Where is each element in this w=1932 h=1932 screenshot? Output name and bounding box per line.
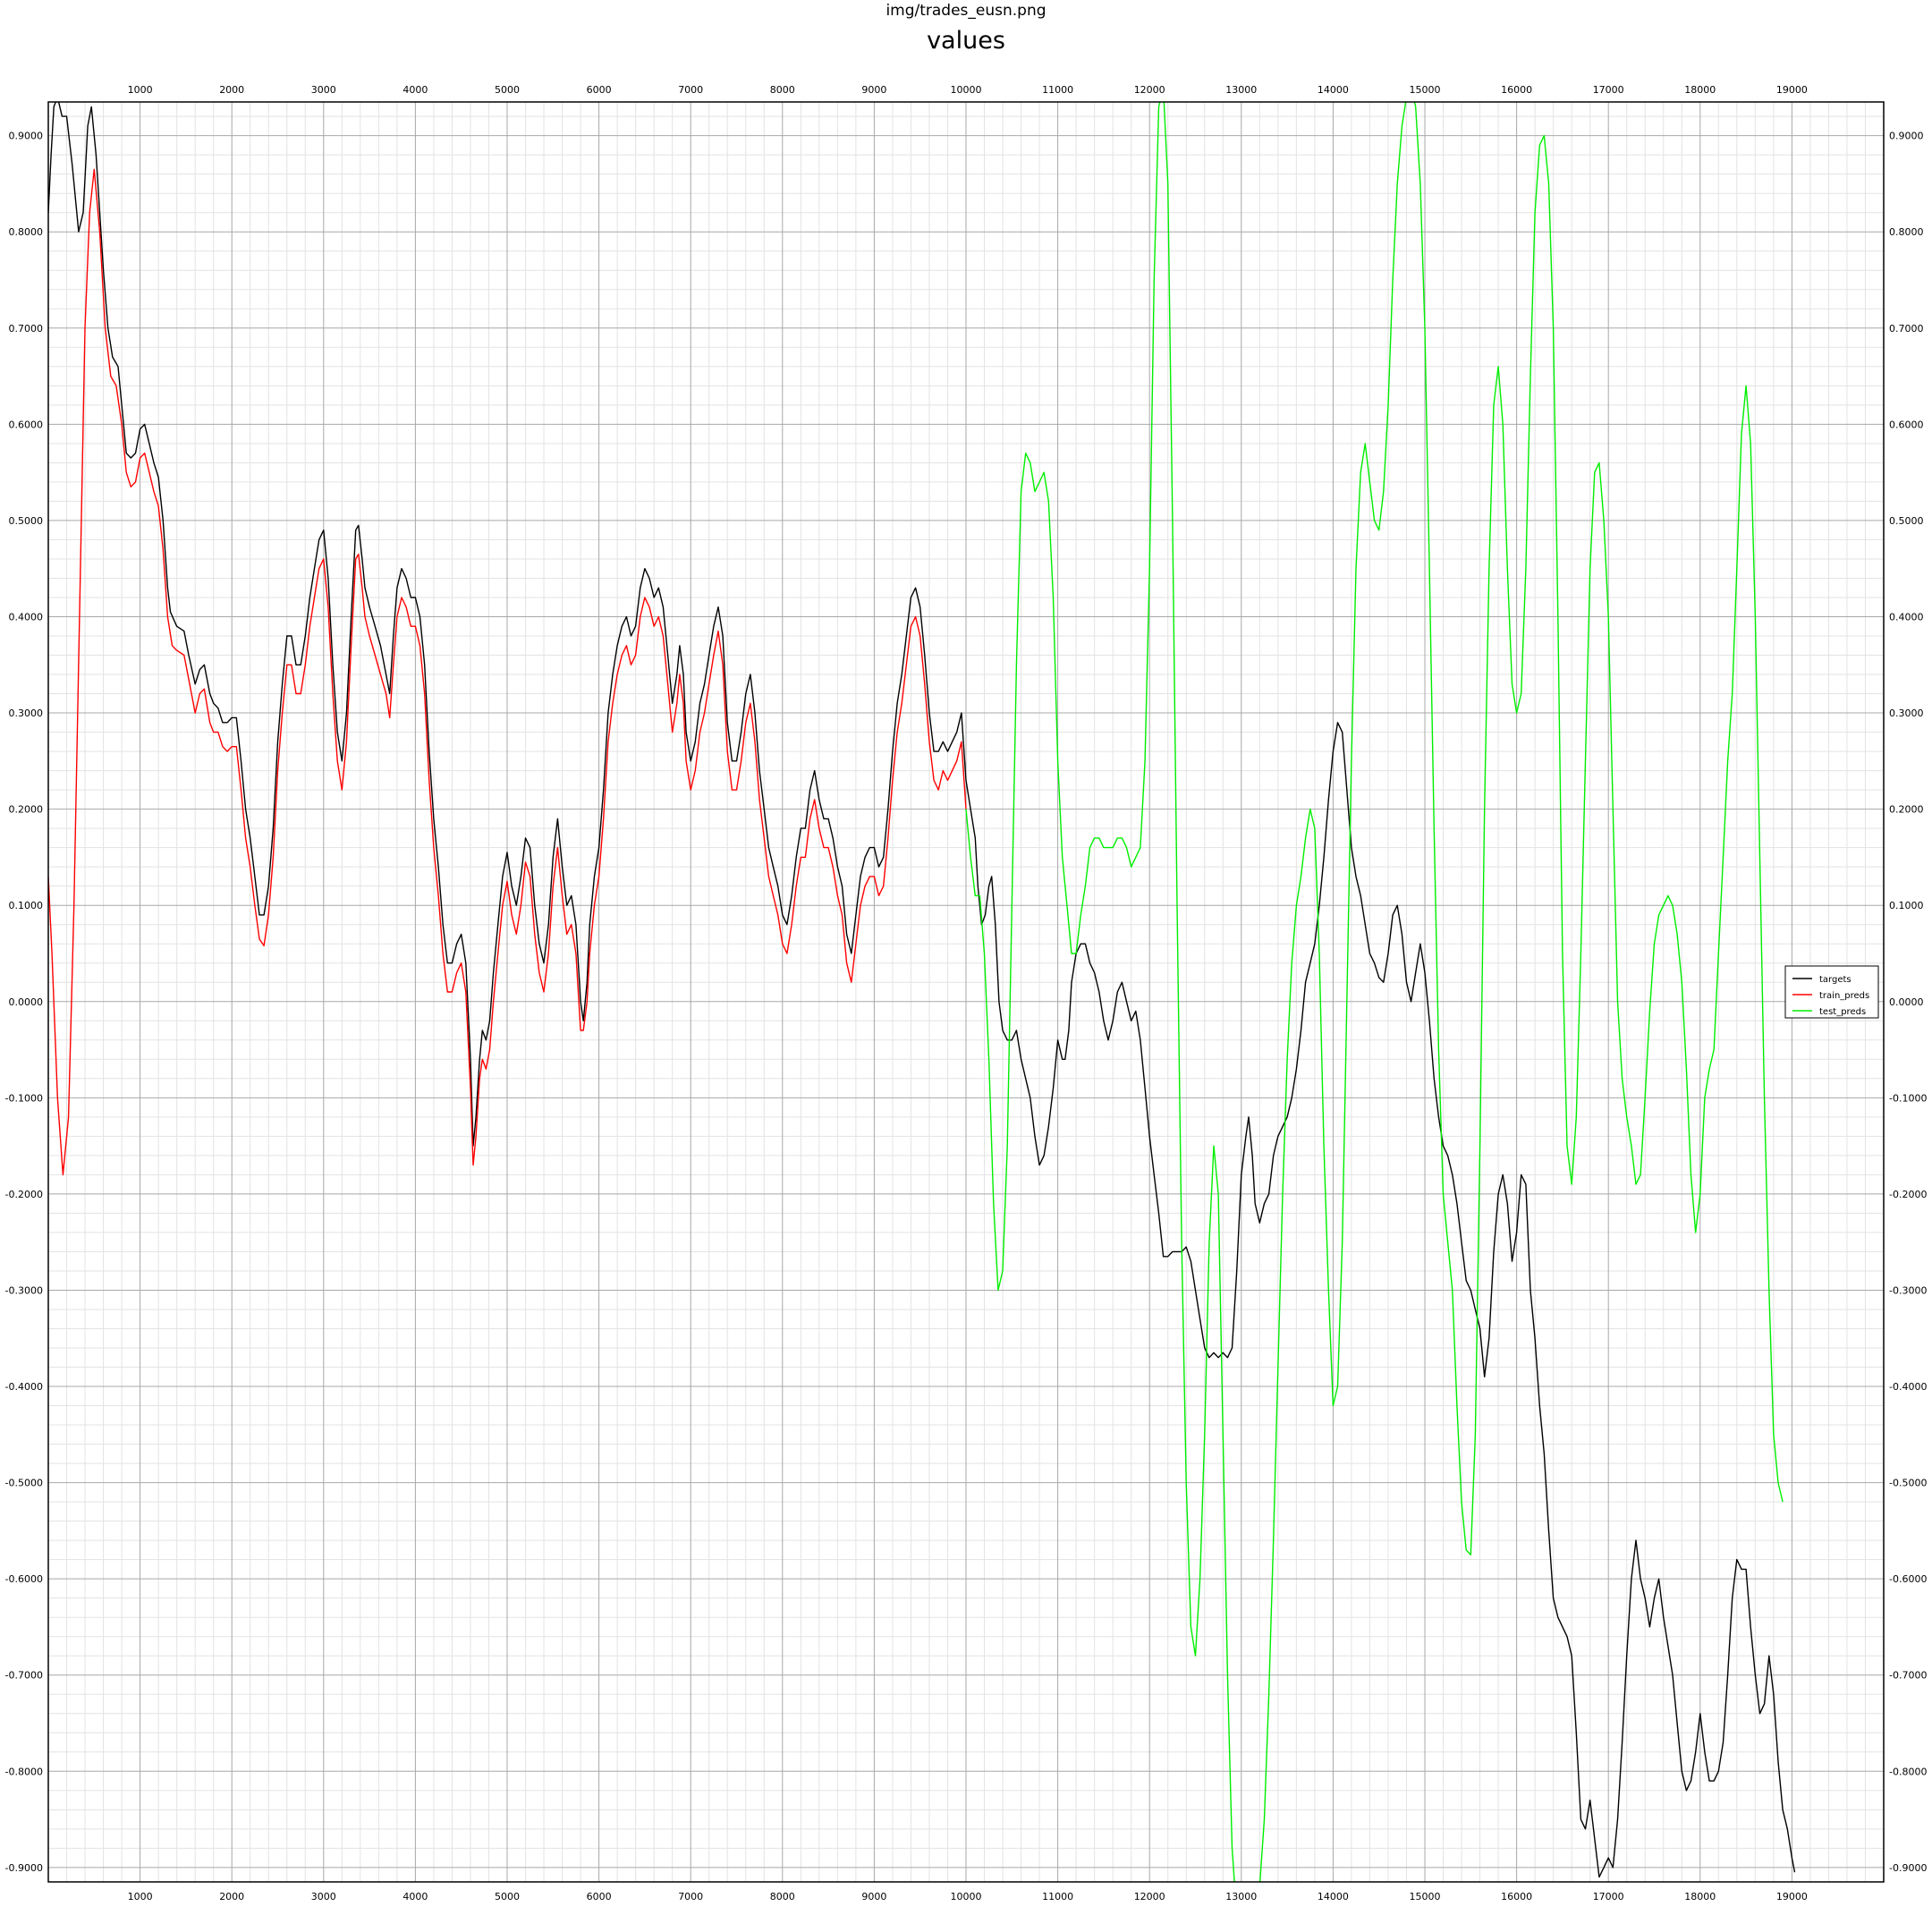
y-tick-label-left: -0.9000 <box>5 1862 43 1874</box>
x-tick-label-bottom: 12000 <box>1134 1891 1165 1902</box>
x-tick-label-top: 9000 <box>861 84 886 96</box>
x-tick-label-top: 5000 <box>495 84 520 96</box>
y-tick-label-right: 0.0000 <box>1889 996 1924 1008</box>
x-tick-label-bottom: 1000 <box>128 1891 153 1902</box>
y-tick-label-left: -0.3000 <box>5 1284 43 1296</box>
x-tick-label-top: 13000 <box>1225 84 1257 96</box>
y-tick-label-right: -0.9000 <box>1889 1862 1927 1874</box>
y-tick-label-right: 0.7000 <box>1889 323 1924 335</box>
x-tick-label-top: 17000 <box>1593 84 1624 96</box>
x-tick-label-top: 3000 <box>311 84 336 96</box>
x-tick-label-bottom: 14000 <box>1318 1891 1349 1902</box>
x-tick-label-bottom: 16000 <box>1501 1891 1532 1902</box>
y-tick-label-right: 0.8000 <box>1889 226 1924 238</box>
y-tick-label-right: 0.3000 <box>1889 708 1924 719</box>
x-tick-label-top: 15000 <box>1410 84 1441 96</box>
x-tick-label-bottom: 11000 <box>1042 1891 1073 1902</box>
y-tick-label-left: -0.2000 <box>5 1189 43 1200</box>
y-tick-label-right: 0.6000 <box>1889 419 1924 430</box>
x-tick-label-top: 14000 <box>1318 84 1349 96</box>
y-tick-label-left: 0.2000 <box>9 804 44 816</box>
y-tick-label-right: 0.1000 <box>1889 900 1924 911</box>
y-tick-label-left: -0.6000 <box>5 1573 43 1585</box>
x-tick-label-top: 10000 <box>951 84 982 96</box>
x-tick-label-bottom: 19000 <box>1776 1891 1808 1902</box>
x-tick-label-bottom: 9000 <box>861 1891 886 1902</box>
legend: targets train_preds test_preds <box>1784 965 1879 1019</box>
x-tick-label-bottom: 5000 <box>495 1891 520 1902</box>
y-tick-label-right: 0.4000 <box>1889 611 1924 623</box>
file-title: img/trades_eusn.png <box>886 2 1046 20</box>
x-tick-label-bottom: 13000 <box>1225 1891 1257 1902</box>
series-line-test_preds <box>965 102 1784 1882</box>
y-tick-label-right: -0.8000 <box>1889 1766 1927 1777</box>
legend-label-train_preds: train_preds <box>1819 991 1869 1001</box>
x-tick-label-top: 1000 <box>128 84 153 96</box>
y-tick-label-right: -0.1000 <box>1889 1092 1927 1104</box>
y-tick-label-left: 0.6000 <box>9 419 44 430</box>
x-tick-label-top: 4000 <box>402 84 428 96</box>
y-tick-label-right: 0.9000 <box>1889 131 1924 142</box>
x-tick-label-bottom: 6000 <box>587 1891 612 1902</box>
x-tick-label-top: 11000 <box>1042 84 1073 96</box>
x-tick-label-top: 6000 <box>587 84 612 96</box>
y-tick-label-left: 0.1000 <box>9 900 44 911</box>
y-tick-label-right: -0.3000 <box>1889 1284 1927 1296</box>
y-tick-label-right: 0.2000 <box>1889 804 1924 816</box>
x-tick-label-top: 19000 <box>1776 84 1808 96</box>
y-tick-label-left: 0.8000 <box>9 226 44 238</box>
chart-title: values <box>927 27 1005 55</box>
x-tick-label-bottom: 3000 <box>311 1891 336 1902</box>
legend-box <box>1784 965 1879 1019</box>
x-tick-label-bottom: 8000 <box>770 1891 795 1902</box>
y-tick-label-left: 0.9000 <box>9 131 44 142</box>
y-tick-label-left: 0.7000 <box>9 323 44 335</box>
x-tick-label-top: 16000 <box>1501 84 1532 96</box>
y-tick-label-left: -0.4000 <box>5 1381 43 1393</box>
y-tick-label-left: -0.1000 <box>5 1092 43 1104</box>
legend-label-targets: targets <box>1819 975 1852 985</box>
axes: 1000 1000 2000 2000 3000 3000 4000 4000 5000 5000… <box>5 84 1928 1902</box>
plot-frame <box>47 101 1885 1883</box>
y-tick-label-left: 0.0000 <box>9 996 44 1008</box>
y-tick-label-left: -0.7000 <box>5 1670 43 1682</box>
x-tick-label-bottom: 15000 <box>1410 1891 1441 1902</box>
x-tick-label-top: 7000 <box>678 84 703 96</box>
y-tick-label-left: -0.8000 <box>5 1766 43 1777</box>
x-tick-label-bottom: 4000 <box>402 1891 428 1902</box>
y-tick-label-left: 0.5000 <box>9 515 44 527</box>
x-tick-label-top: 2000 <box>219 84 244 96</box>
x-tick-label-top: 12000 <box>1134 84 1165 96</box>
x-tick-label-bottom: 17000 <box>1593 1891 1624 1902</box>
y-tick-label-right: -0.5000 <box>1889 1478 1927 1489</box>
x-tick-label-top: 18000 <box>1684 84 1716 96</box>
y-tick-label-left: 0.4000 <box>9 611 44 623</box>
x-tick-label-top: 8000 <box>770 84 795 96</box>
y-tick-label-right: 0.5000 <box>1889 515 1924 527</box>
legend-label-test_preds: test_preds <box>1819 1007 1866 1017</box>
y-tick-label-right: -0.2000 <box>1889 1189 1927 1200</box>
x-tick-label-bottom: 2000 <box>219 1891 244 1902</box>
y-tick-label-right: -0.6000 <box>1889 1573 1927 1585</box>
x-tick-label-bottom: 10000 <box>951 1891 982 1902</box>
x-tick-label-bottom: 7000 <box>678 1891 703 1902</box>
y-tick-label-right: -0.7000 <box>1889 1670 1927 1682</box>
y-tick-label-left: 0.3000 <box>9 708 44 719</box>
x-tick-label-bottom: 18000 <box>1684 1891 1716 1902</box>
series-line-train_preds <box>48 168 967 1176</box>
series-lines <box>48 102 1796 1882</box>
y-tick-label-left: -0.5000 <box>5 1478 43 1489</box>
y-tick-label-right: -0.4000 <box>1889 1381 1927 1393</box>
series-line-targets <box>48 102 1796 1878</box>
grid <box>48 102 1884 1882</box>
